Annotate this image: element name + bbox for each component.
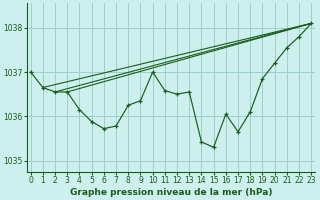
X-axis label: Graphe pression niveau de la mer (hPa): Graphe pression niveau de la mer (hPa) [70,188,272,197]
